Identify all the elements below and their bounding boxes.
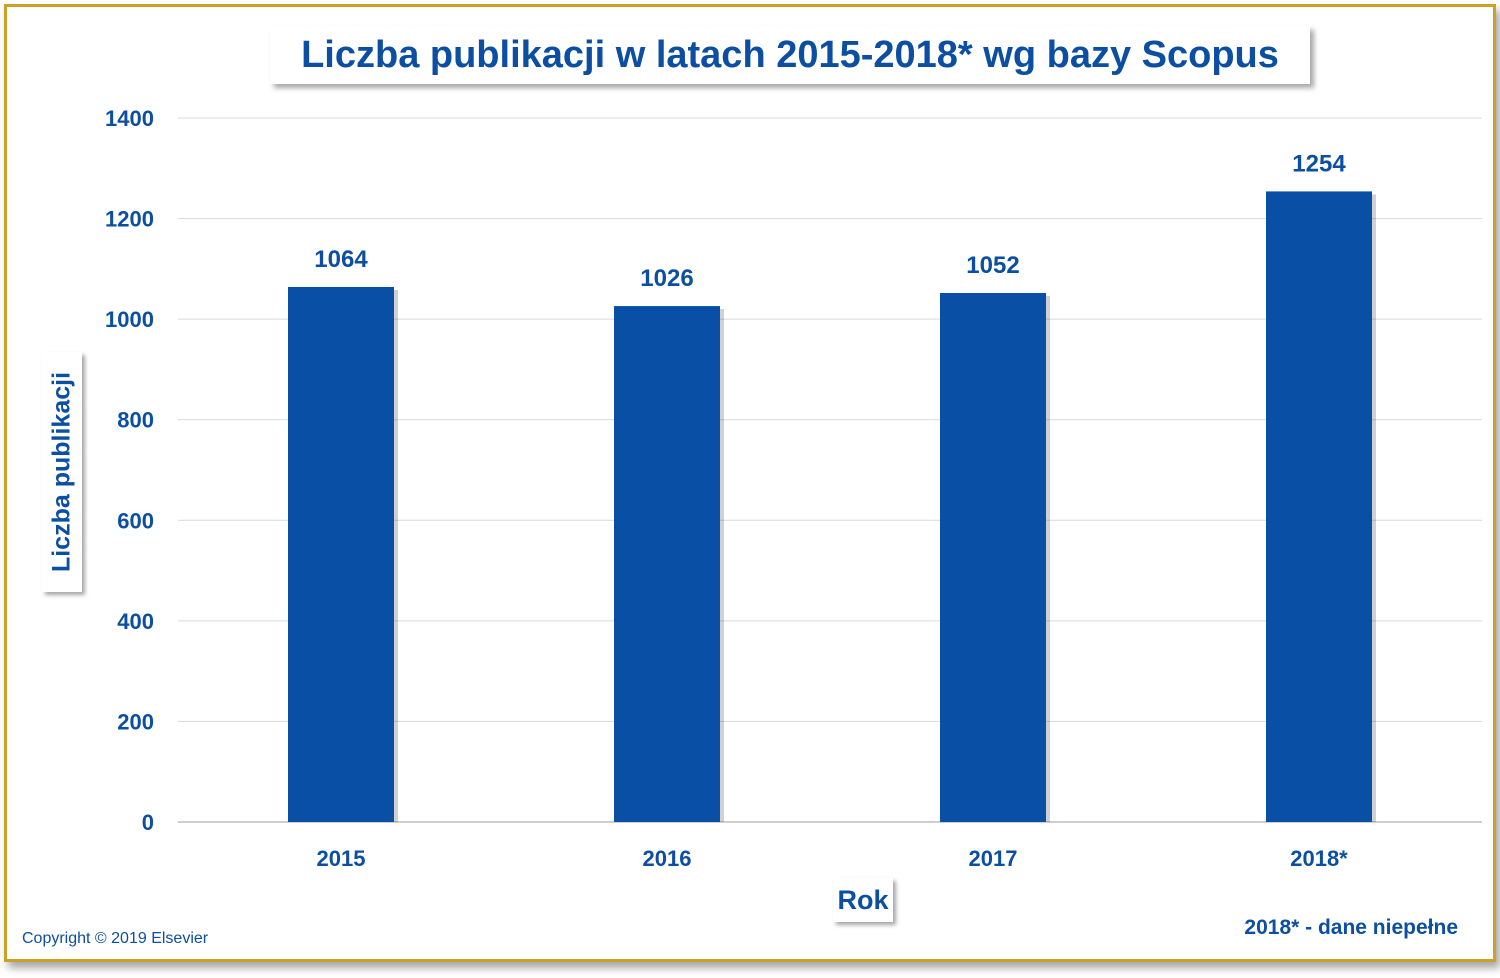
data-label: 1254 [1292, 150, 1346, 177]
y-tick-label: 1200 [105, 207, 154, 232]
footnote-text: 2018* - dane niepełne [1244, 916, 1458, 939]
y-axis-label: Liczba publikacji [47, 371, 76, 573]
copyright-text: Copyright © 2019 Elsevier [22, 930, 209, 947]
data-label: 1026 [640, 265, 693, 292]
bar [1266, 191, 1372, 823]
bar [940, 292, 1046, 823]
data-label: 1052 [966, 252, 1019, 279]
grid-lines [178, 117, 1482, 823]
bar [288, 286, 394, 823]
y-tick-label: 800 [117, 408, 154, 433]
y-tick-label: 1000 [105, 307, 154, 332]
x-tick-label: 2015 [317, 846, 366, 871]
y-tick-labels: 0 200 400 600 800 1000 1200 1400 [105, 106, 154, 835]
x-tick-labels: 2015 2016 2017 2018* [317, 846, 1349, 871]
chart-title-box: Liczba publikacji w latach 2015-2018* wg… [270, 26, 1310, 84]
data-label: 1064 [314, 246, 368, 273]
x-tick-label: 2018* [1290, 846, 1348, 871]
y-tick-label: 200 [117, 709, 154, 734]
x-axis-label: Rok [837, 884, 889, 915]
chart-frame [4, 4, 1496, 962]
bars [288, 191, 1376, 823]
chart-title: Liczba publikacji w latach 2015-2018* wg… [301, 33, 1279, 76]
y-tick-label: 1400 [105, 106, 154, 131]
y-axis-label-box: Liczba publikacji [42, 352, 82, 592]
y-tick-label: 600 [117, 508, 154, 533]
x-axis-label-box: Rok [833, 878, 893, 922]
bar [614, 306, 720, 822]
y-tick-label: 0 [142, 810, 154, 835]
data-labels: 1064 1026 1052 1254 [314, 150, 1346, 292]
x-tick-label: 2016 [643, 846, 692, 871]
x-tick-label: 2017 [969, 846, 1018, 871]
y-tick-label: 400 [117, 609, 154, 634]
